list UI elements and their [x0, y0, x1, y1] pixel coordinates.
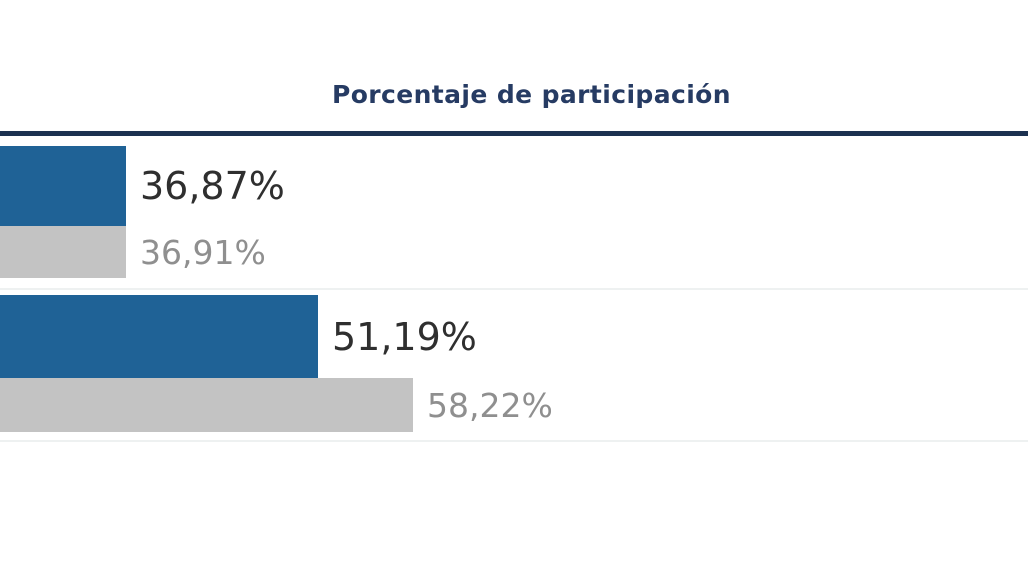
bar-row-2-primary: 51,19%	[0, 295, 477, 378]
bar-value-secondary-2: 58,22%	[427, 385, 553, 425]
bar-row-1-secondary: 36,91%	[0, 226, 266, 278]
row-separator-2	[0, 440, 1028, 442]
bar-row-2-secondary: 58,22%	[0, 378, 553, 432]
chart-title: Porcentaje de participación	[332, 80, 731, 109]
bar-primary-2	[0, 295, 318, 378]
bar-value-primary-1: 36,87%	[140, 164, 285, 208]
bar-value-primary-2: 51,19%	[332, 314, 477, 359]
bar-row-1-primary: 36,87%	[0, 146, 285, 226]
title-rule	[0, 131, 1028, 136]
bar-secondary-2	[0, 378, 413, 432]
bar-value-secondary-1: 36,91%	[140, 232, 266, 272]
bar-primary-1	[0, 146, 126, 226]
bar-secondary-1	[0, 226, 126, 278]
row-separator-1	[0, 288, 1028, 290]
